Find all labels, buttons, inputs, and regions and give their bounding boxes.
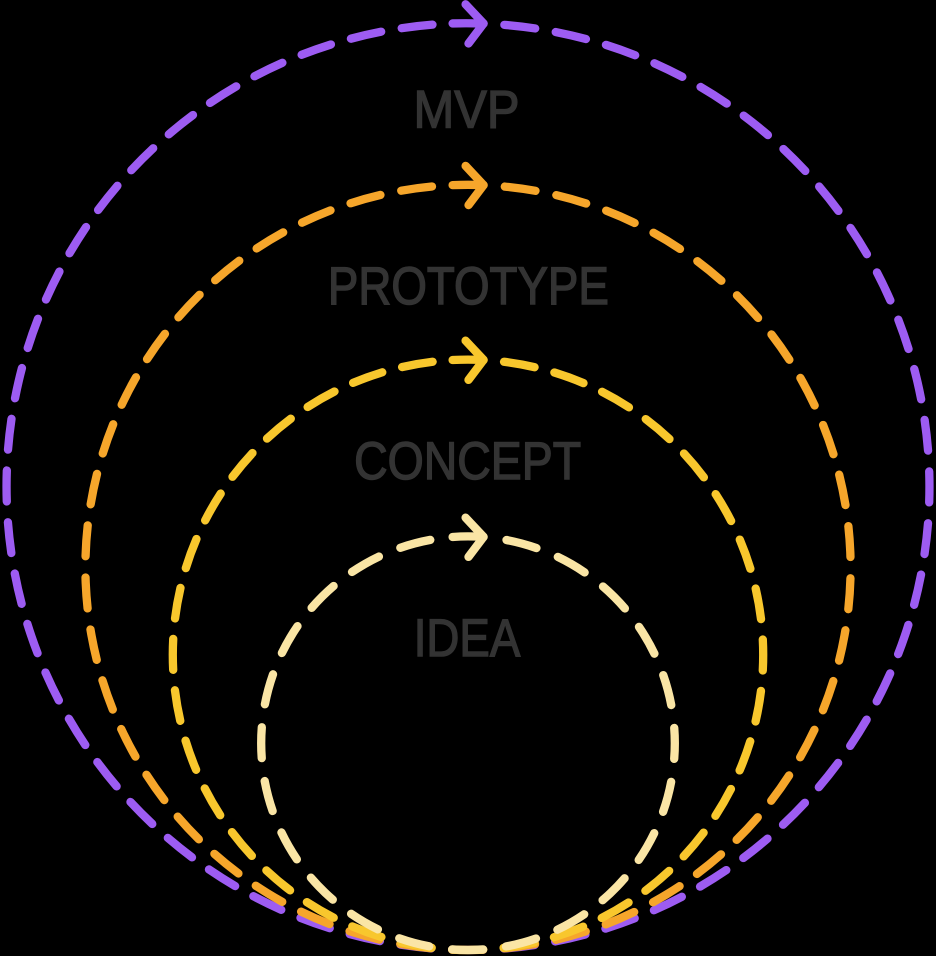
svg-text:IDEA: IDEA (414, 609, 521, 668)
svg-text:PROTOTYPE: PROTOTYPE (328, 257, 609, 316)
svg-text:MVP: MVP (414, 80, 520, 139)
svg-text:CONCEPT: CONCEPT (354, 432, 581, 491)
